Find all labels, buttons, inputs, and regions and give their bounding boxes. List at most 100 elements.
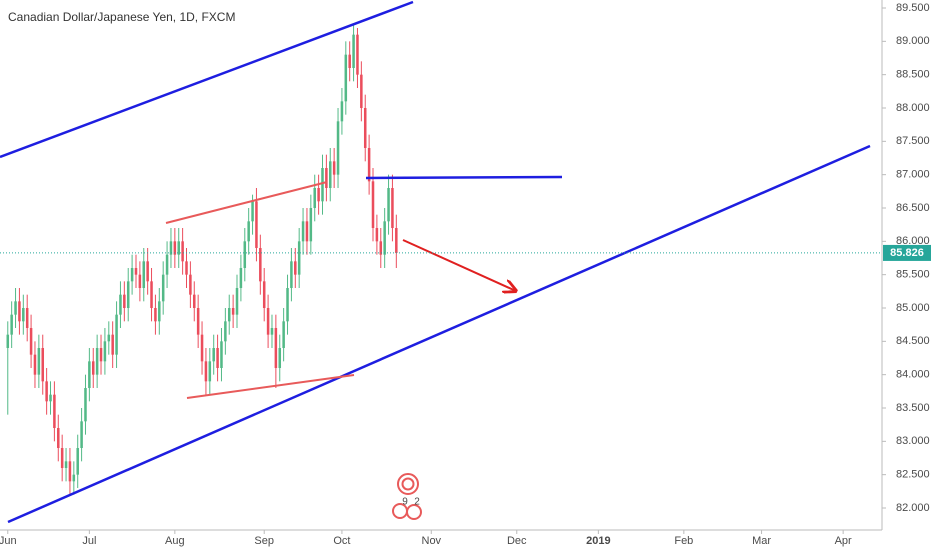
x-tick-label: Dec <box>507 535 527 547</box>
candle-body <box>387 188 390 222</box>
candle-body <box>150 281 153 308</box>
candle-body <box>41 348 45 382</box>
channel-upper <box>0 0 414 159</box>
y-tick-label: 85.000 <box>896 302 930 314</box>
y-tick-label: 84.500 <box>896 335 930 347</box>
candle-body <box>332 161 336 175</box>
candle-body <box>53 394 56 428</box>
candle-body <box>134 268 138 275</box>
candle-body <box>270 328 274 335</box>
candle-body <box>25 308 29 328</box>
y-tick-label: 86.000 <box>896 235 930 247</box>
candle-body <box>367 148 371 182</box>
candle-body <box>154 308 157 322</box>
candle-body <box>49 394 52 402</box>
candle-body <box>6 334 10 348</box>
candle-body <box>119 294 122 315</box>
candle-body <box>57 428 60 448</box>
candle-body <box>356 34 359 75</box>
candle-body <box>313 188 316 208</box>
last-price-label: 85.826 <box>890 247 924 259</box>
candle-body <box>142 261 146 288</box>
candle-body <box>107 334 111 342</box>
candle-body <box>340 101 344 122</box>
candle-body <box>33 354 37 375</box>
y-tick-label: 87.500 <box>896 135 930 147</box>
candle-body <box>290 261 293 288</box>
y-tick-label: 82.500 <box>896 469 930 481</box>
candle-body <box>146 261 149 282</box>
candle-body <box>363 108 367 148</box>
candle-body <box>259 248 262 282</box>
x-tick-label: Mar <box>752 535 771 547</box>
candle-body <box>348 54 351 68</box>
y-tick-label: 84.000 <box>896 369 930 381</box>
candle-body <box>360 74 363 108</box>
candle-body <box>130 268 134 282</box>
candle-body <box>165 254 169 275</box>
candle-body <box>37 348 41 375</box>
candle-body <box>68 461 72 482</box>
candle-body <box>14 301 17 315</box>
candle-body <box>231 308 235 315</box>
candle-body <box>193 294 196 308</box>
candle-body <box>88 361 91 388</box>
candle-body <box>29 328 33 355</box>
x-tick-label: Oct <box>333 535 350 547</box>
candle-body <box>262 281 266 308</box>
candle-body <box>173 241 177 255</box>
event-icon-inner <box>401 477 415 491</box>
candle-body <box>60 448 64 468</box>
x-tick-label: Feb <box>674 535 693 547</box>
candle-body <box>84 388 87 422</box>
x-tick-label: Jul <box>82 535 96 547</box>
candle-body <box>80 421 83 448</box>
y-tick-label: 87.000 <box>896 169 930 181</box>
event-count: 9 <box>402 497 408 508</box>
y-tick-label: 83.000 <box>896 435 930 447</box>
x-tick-label: Nov <box>422 535 442 547</box>
candle-body <box>305 221 309 242</box>
candle-body <box>395 228 398 253</box>
triangle-upper <box>165 181 328 224</box>
candle-body <box>274 328 278 368</box>
x-tick-label: Sep <box>254 535 274 547</box>
x-tick-label: 2019 <box>586 535 610 547</box>
candle-body <box>278 348 282 368</box>
candle-body <box>239 268 243 288</box>
candle-body <box>10 314 13 335</box>
event-icon[interactable] <box>406 504 422 520</box>
candle-body <box>189 274 192 295</box>
y-tick-label: 85.500 <box>896 269 930 281</box>
candle-body <box>301 221 305 242</box>
candle-body <box>76 448 79 475</box>
candle-body <box>371 181 375 228</box>
y-tick-label: 88.500 <box>896 69 930 81</box>
candle-body <box>99 348 103 362</box>
y-tick-label: 89.500 <box>896 2 930 14</box>
candle-body <box>286 288 289 322</box>
candle-body <box>161 274 165 302</box>
candle-body <box>212 348 215 362</box>
candle-body <box>169 241 173 255</box>
candle-body <box>204 361 208 382</box>
candle-body <box>177 241 180 255</box>
y-tick-label: 88.000 <box>896 102 930 114</box>
candle-body <box>22 308 25 322</box>
x-tick-label: Jun <box>0 535 17 547</box>
candle-body <box>216 348 219 368</box>
candle-body <box>251 201 254 222</box>
triangle-lower <box>186 374 355 399</box>
candle-body <box>329 161 332 188</box>
y-tick-label: 83.500 <box>896 402 930 414</box>
candle-body <box>352 34 355 68</box>
event-icon[interactable] <box>397 473 419 495</box>
candle-body <box>317 188 320 202</box>
candle-body <box>91 361 95 375</box>
candle-body <box>126 281 130 308</box>
candle-body <box>220 341 223 368</box>
candle-body <box>95 348 99 375</box>
candle-body <box>294 261 297 275</box>
